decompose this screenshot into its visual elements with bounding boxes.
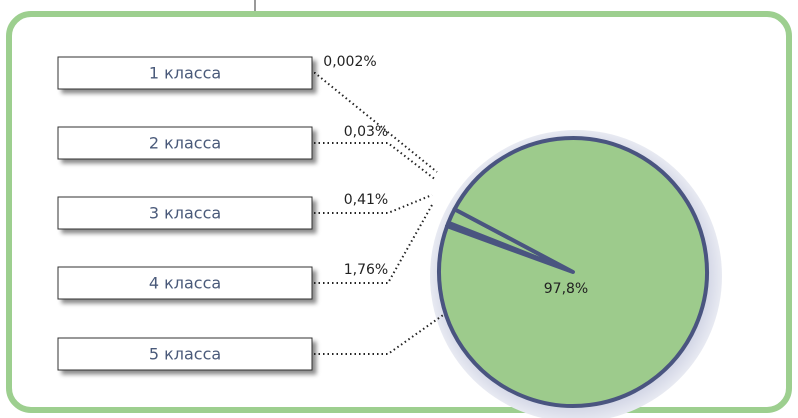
value-label: 0,41% — [344, 192, 388, 208]
label-box — [57, 126, 313, 160]
value-label: 0,002% — [323, 54, 376, 70]
category-label: 2 класса — [149, 134, 221, 153]
value-label: 1,76% — [344, 262, 388, 278]
label-box — [57, 56, 313, 90]
category-label: 1 класса — [149, 64, 221, 83]
category-label: 5 класса — [149, 345, 221, 364]
pie-slice — [437, 136, 709, 408]
value-label: 0,03% — [344, 124, 388, 140]
value-label: 97,8% — [544, 281, 588, 297]
leader-line — [314, 295, 471, 355]
category-label: 4 класса — [149, 274, 221, 293]
leader-line — [314, 72, 438, 173]
category-label: 3 класса — [149, 204, 221, 223]
label-box — [57, 337, 313, 371]
label-box — [57, 266, 313, 300]
label-box — [57, 196, 313, 230]
